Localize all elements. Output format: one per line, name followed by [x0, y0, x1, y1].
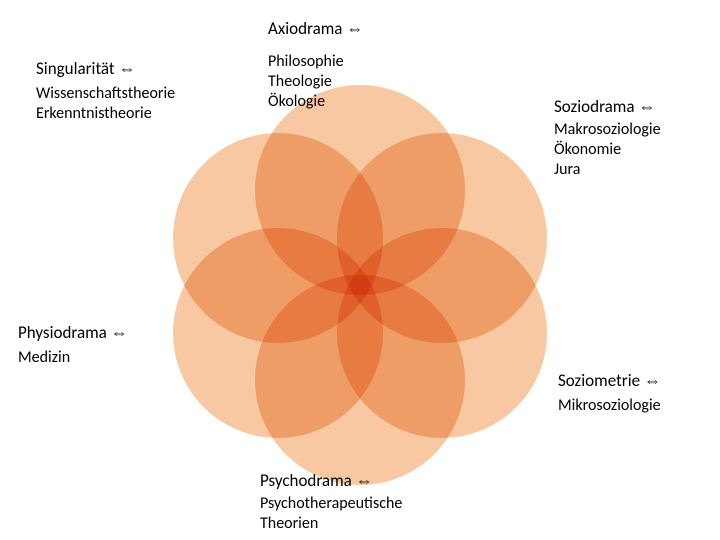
double-arrow-icon: ⇔	[356, 470, 373, 491]
label-soziodrama-title: Soziodrama ⇔	[554, 96, 655, 117]
label-text: Psychodrama	[260, 470, 352, 491]
label-soziometrie-title: Soziometrie ⇔	[558, 370, 661, 391]
double-arrow-icon: ⇔	[111, 322, 128, 343]
label-soziodrama-subs: Makrosoziologie Ökonomie Jura	[554, 120, 661, 180]
label-sub-line: Philosophie	[268, 52, 344, 72]
label-sub-line: Theorien	[260, 514, 402, 534]
label-singularitaet-subs: Wissenschaftstheorie Erkenntnistheorie	[36, 84, 175, 124]
label-text: Axiodrama	[268, 18, 342, 39]
label-sub-line: Psychotherapeutische	[260, 494, 402, 514]
diagram-stage: Axiodrama ⇔ Philosophie Theologie Ökolog…	[0, 0, 720, 540]
double-arrow-icon: ⇔	[346, 18, 363, 39]
double-arrow-icon: ⇔	[644, 370, 661, 391]
label-sub-line: Ökologie	[268, 92, 344, 112]
label-sub-line: Erkenntnistheorie	[36, 104, 175, 124]
double-arrow-icon: ⇔	[118, 58, 135, 79]
label-sub-line: Theologie	[268, 72, 344, 92]
label-text: Singularität	[36, 58, 115, 79]
label-sub-line: Jura	[554, 160, 661, 180]
label-sub-line: Medizin	[18, 348, 70, 368]
label-physiodrama-subs: Medizin	[18, 348, 70, 368]
label-sub-line: Makrosoziologie	[554, 120, 661, 140]
label-sub-line: Wissenschaftstheorie	[36, 84, 175, 104]
label-sub-line: Ökonomie	[554, 140, 661, 160]
label-text: Physiodrama	[18, 322, 107, 343]
label-text: Soziometrie	[558, 370, 640, 391]
label-psychodrama-title: Psychodrama ⇔	[260, 470, 373, 491]
label-soziometrie-subs: Mikrosoziologie	[558, 396, 661, 416]
label-text: Soziodrama	[554, 96, 635, 117]
label-physiodrama-title: Physiodrama ⇔	[18, 322, 128, 343]
label-sub-line: Mikrosoziologie	[558, 396, 661, 416]
label-axiodrama-title: Axiodrama ⇔	[268, 18, 363, 39]
label-singularitaet-title: Singularität ⇔	[36, 58, 135, 79]
venn-petal	[173, 133, 383, 343]
label-axiodrama-subs: Philosophie Theologie Ökologie	[268, 52, 344, 112]
label-psychodrama-subs: Psychotherapeutische Theorien	[260, 494, 402, 534]
double-arrow-icon: ⇔	[638, 96, 655, 117]
